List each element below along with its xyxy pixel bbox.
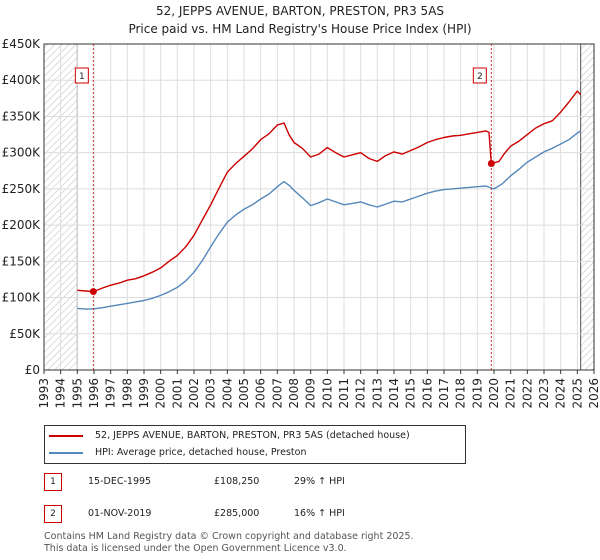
x-tick-label: 2009 — [304, 378, 318, 409]
transaction-date: 15-DEC-1995 — [88, 476, 152, 487]
y-tick-label: £300K — [2, 146, 42, 160]
x-tick-label: 1996 — [87, 378, 101, 409]
x-tick-label: 2007 — [270, 378, 284, 409]
x-tick-label: 2012 — [354, 378, 368, 409]
x-tick-label: 2021 — [504, 378, 518, 409]
transaction-price: £108,250 — [214, 476, 260, 487]
x-tick-label: 1994 — [54, 378, 68, 409]
plot-frame — [43, 43, 595, 371]
x-tick-label: 2000 — [154, 378, 168, 409]
transaction-hpi-change: 29% ↑ HPI — [294, 476, 345, 487]
x-tick-label: 2006 — [254, 378, 268, 409]
x-tick-label: 2018 — [454, 378, 468, 409]
transaction-number: 2 — [44, 505, 62, 523]
x-tick-label: 2013 — [370, 378, 384, 409]
x-tick-label: 2001 — [170, 378, 184, 409]
x-tick-label: 2023 — [537, 378, 551, 409]
y-tick-label: £200K — [2, 218, 42, 232]
x-tick-label: 1997 — [104, 378, 118, 409]
x-tick-label: 2014 — [387, 378, 401, 409]
legend-label-hpi: HPI: Average price, detached house, Pres… — [95, 447, 307, 458]
sale-point — [89, 288, 97, 296]
x-tick-label: 1999 — [137, 378, 151, 409]
y-tick-label: £50K — [9, 327, 41, 341]
transaction-hpi-change: 16% ↑ HPI — [294, 508, 345, 519]
footer-copyright: Contains HM Land Registry data © Crown c… — [44, 531, 414, 542]
series-line — [77, 90, 582, 293]
x-tick-label: 2024 — [554, 378, 568, 409]
legend-swatch-property — [49, 435, 83, 437]
x-tick-label: 1998 — [120, 378, 134, 409]
y-tick-label: £450K — [2, 37, 42, 51]
x-tick-label: 2003 — [204, 378, 218, 409]
sale-point — [487, 160, 495, 168]
x-tick-label: 1995 — [70, 378, 84, 409]
price-chart: £0 £50K £100K £150K £200K £250K £300K £350K £400… — [2, 37, 600, 409]
x-tick-label: 2020 — [487, 378, 501, 409]
y-tick-label: £350K — [2, 109, 42, 123]
x-tick-label: 2015 — [404, 378, 418, 409]
transaction-price: £285,000 — [214, 508, 260, 519]
legend: 52, JEPPS AVENUE, BARTON, PRESTON, PR3 5… — [44, 425, 466, 464]
sale-label-box — [74, 67, 89, 84]
legend-label-property: 52, JEPPS AVENUE, BARTON, PRESTON, PR3 5… — [95, 430, 410, 441]
x-tick-label: 2022 — [520, 378, 534, 409]
transaction-date: 01-NOV-2019 — [88, 508, 152, 519]
series-line — [77, 130, 582, 310]
x-tick-label: 2026 — [587, 378, 600, 409]
y-tick-label: £400K — [2, 73, 42, 87]
y-tick-label: £150K — [2, 254, 42, 268]
sale-label-number: 1 — [79, 72, 85, 82]
legend-swatch-hpi — [49, 452, 83, 454]
sale-label-number: 2 — [477, 72, 483, 82]
y-tick-label: £250K — [2, 182, 42, 196]
x-tick-label: 2004 — [220, 378, 234, 409]
chart-subtitle: Price paid vs. HM Land Registry's House … — [128, 22, 472, 36]
transaction-number: 1 — [44, 473, 62, 491]
x-tick-label: 2010 — [320, 378, 334, 409]
x-tick-label: 2011 — [337, 378, 351, 409]
sale-label-box — [472, 67, 487, 84]
x-tick-label: 2002 — [187, 378, 201, 409]
x-tick-label: 2005 — [237, 378, 251, 409]
y-tick-label: £100K — [2, 291, 42, 305]
x-tick-label: 2016 — [420, 378, 434, 409]
footer-licence: This data is licensed under the Open Gov… — [44, 543, 347, 554]
x-tick-label: 2008 — [287, 378, 301, 409]
x-tick-label: 1993 — [37, 378, 51, 409]
y-tick-label: £0 — [25, 363, 40, 377]
chart-title: 52, JEPPS AVENUE, BARTON, PRESTON, PR3 5… — [155, 4, 445, 18]
x-tick-label: 2025 — [570, 378, 584, 409]
x-tick-label: 2019 — [470, 378, 484, 409]
x-tick-label: 2017 — [437, 378, 451, 409]
hatched-region — [580, 44, 594, 370]
